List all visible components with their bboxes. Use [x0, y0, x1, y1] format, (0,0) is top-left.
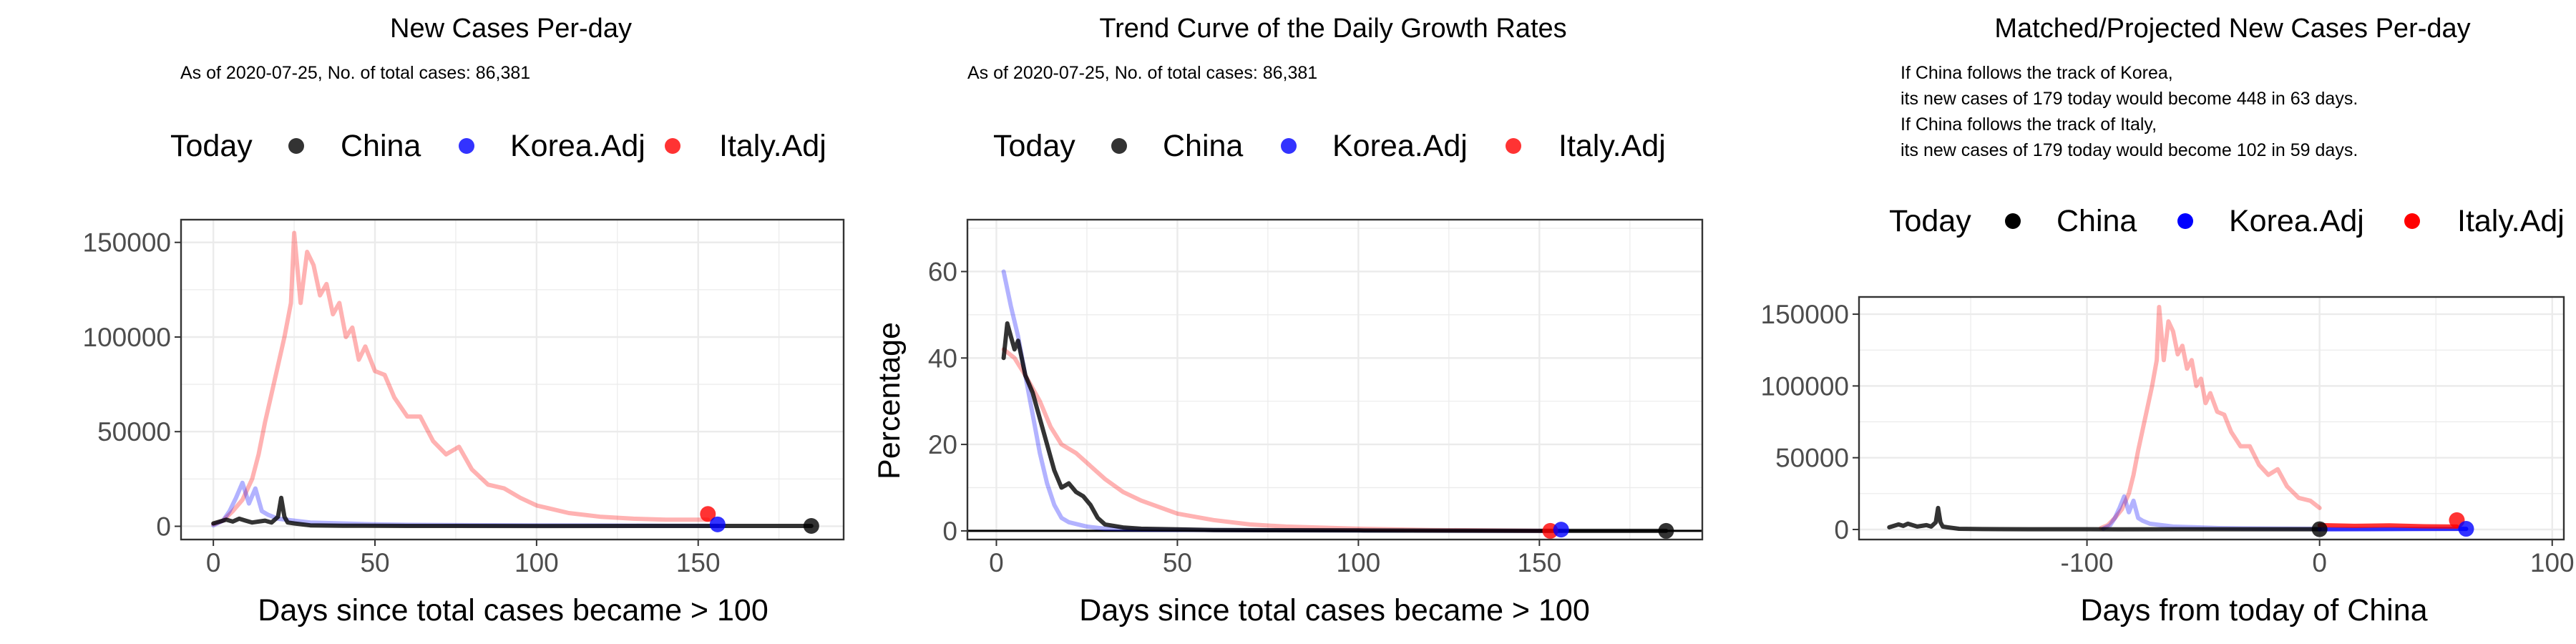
panel3-ytick-label: 50000	[1775, 444, 1849, 473]
panel2-today-point-china	[1658, 522, 1674, 539]
panel2-subtitle-line1: As of 2020-07-25, No. of total cases: 86…	[967, 63, 1317, 83]
panel1-plot-border	[180, 218, 845, 541]
panel1-xtick-label: 50	[360, 548, 389, 577]
panel3-xtick-label: -100	[2061, 548, 2114, 577]
panel1-xaxis-title: Days since total cases became > 100	[258, 593, 768, 628]
panel3-legend-title: Today	[1889, 204, 1971, 238]
panel3-ytick-label: 0	[1834, 515, 1849, 545]
panel3-line-italy	[2099, 305, 2322, 530]
panel2-xtick-label: 0	[989, 548, 1004, 577]
panel2-xtick-label: 50	[1163, 548, 1192, 577]
panel3-today-point-china	[2311, 521, 2328, 537]
panel1-legend-italy: Italy.Adj	[719, 129, 826, 163]
panel1-subtitle-line1: As of 2020-07-25, No. of total cases: 86…	[180, 63, 530, 83]
panel1-today-point-italy	[700, 506, 716, 522]
panel3-legend-italy: Italy.Adj	[2457, 204, 2565, 238]
panel2-ytick-label: 20	[928, 430, 957, 459]
panel2-xaxis-title: Days since total cases became > 100	[1079, 593, 1589, 628]
panel1-legend-title: Today	[170, 129, 253, 163]
panel1-xtick-label: 100	[514, 548, 559, 577]
panel3-subtitle-line3: If China follows the track of Italy,	[1901, 114, 2157, 135]
panel1-ytick-label: 100000	[83, 323, 171, 352]
panel1-legend-korea: Korea.Adj	[510, 129, 645, 163]
panel3-line-china	[1887, 505, 2322, 532]
panel2-xtick-label: 150	[1517, 548, 1561, 577]
panel2-legend-korea: Korea.Adj	[1332, 129, 1468, 163]
panel2-yaxis-title: Percentage	[872, 322, 907, 479]
panel2-title: Trend Curve of the Daily Growth Rates	[1099, 14, 1566, 44]
panel1-legend-key-italy	[665, 138, 680, 154]
panel2-legend-china: China	[1163, 129, 1243, 163]
panel2-xtick-label: 100	[1337, 548, 1381, 577]
panel3-xtick-label: 100	[2530, 548, 2575, 577]
panel1-line-china	[211, 495, 814, 529]
panel3-plot-border	[1858, 296, 2565, 541]
panel3-legend-key-italy	[2404, 213, 2420, 229]
panel2-legend-title: Today	[993, 129, 1075, 163]
panel1-ytick-label: 0	[156, 512, 171, 541]
panel3-ytick-label: 150000	[1761, 300, 1849, 329]
panel3-line-italy	[2317, 522, 2459, 529]
panel1-ytick-label: 50000	[97, 417, 171, 447]
panel2-today-point-korea	[1553, 522, 1569, 538]
panel3-line-korea	[2101, 494, 2322, 531]
panel1-legend-key-korea	[459, 138, 474, 154]
panel2-ytick-label: 40	[928, 343, 957, 373]
panel2-legend-key-china	[1111, 138, 1127, 154]
panel2-ytick-label: 0	[942, 517, 957, 546]
panel1-ytick-label: 150000	[83, 228, 171, 258]
panel3-legend-key-china	[2005, 213, 2021, 229]
panel2-plot-border	[966, 218, 1704, 541]
panel1-legend-china: China	[341, 129, 421, 163]
panel2-ytick-label: 60	[928, 257, 957, 286]
panel3-ytick-label: 100000	[1761, 371, 1849, 401]
panel1-legend-key-china	[288, 138, 304, 154]
panel3-today-point-korea	[2458, 521, 2474, 537]
panel3-subtitle-line2: its new cases of 179 today would become …	[1901, 89, 2358, 109]
panel2-line-italy	[1001, 347, 1553, 533]
panel3-subtitle-line1: If China follows the track of Korea,	[1901, 63, 2173, 83]
panel1-line-italy	[211, 230, 711, 527]
panel1-xtick-label: 0	[206, 548, 221, 577]
panel1-title: New Cases Per-day	[390, 14, 632, 44]
panel3-legend-china: China	[2057, 204, 2137, 238]
panel1-xtick-label: 150	[676, 548, 721, 577]
panel3-xaxis-title: Days from today of China	[2080, 593, 2427, 628]
panel3-title: Matched/Projected New Cases Per-day	[1994, 14, 2470, 44]
panel2-legend-key-italy	[1506, 138, 1521, 154]
panel3-xtick-label: 0	[2312, 548, 2327, 577]
panel2-legend-key-korea	[1281, 138, 1297, 154]
panel3-subtitle-line4: its new cases of 179 today would become …	[1901, 140, 2358, 160]
panel3-legend-korea: Korea.Adj	[2229, 204, 2364, 238]
panel3-legend-key-korea	[2177, 213, 2193, 229]
panel3-line-korea	[2317, 527, 2469, 532]
panel2-line-china	[1001, 321, 1669, 533]
panel1-today-point-korea	[709, 516, 726, 532]
panel1-today-point-china	[803, 518, 819, 535]
panel2-legend-italy: Italy.Adj	[1558, 129, 1666, 163]
